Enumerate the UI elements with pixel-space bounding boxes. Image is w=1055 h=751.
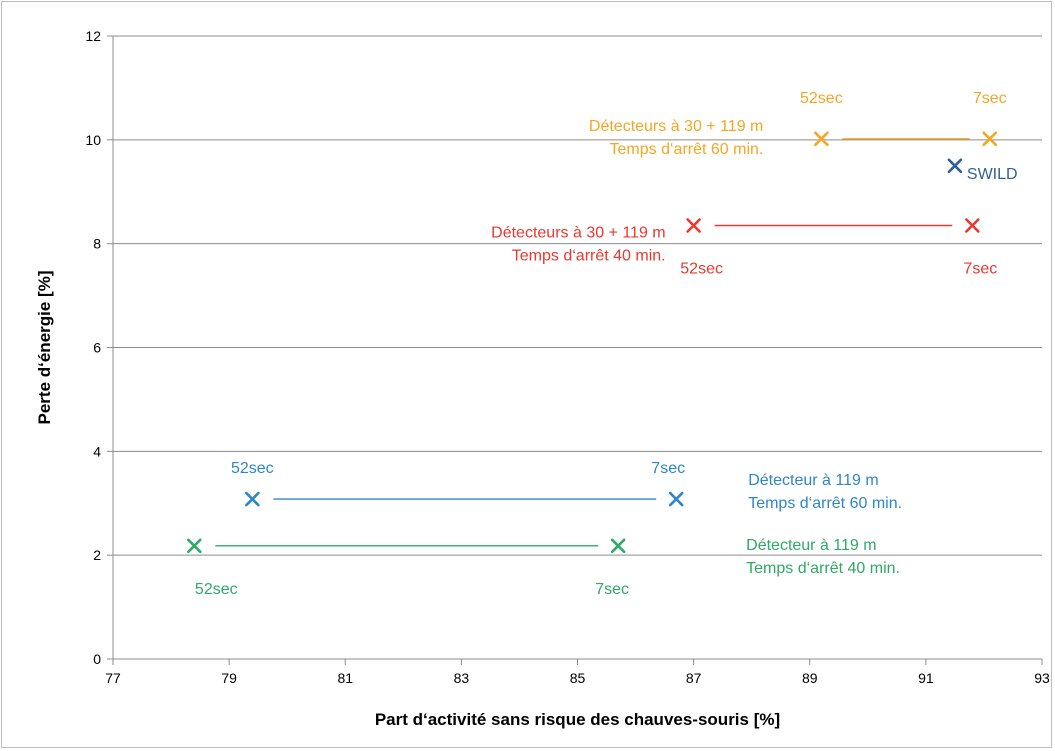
marker-stroke — [814, 131, 829, 147]
x-tick-label: 81 — [337, 670, 353, 686]
x-tick-labels: 77 79 81 83 85 87 89 91 93 — [105, 670, 1050, 686]
data-point-marker — [186, 538, 202, 554]
data-point-marker — [610, 538, 626, 554]
data-label: 7sec — [595, 581, 629, 598]
x-tick-label: 87 — [686, 670, 702, 686]
data-point-marker — [245, 491, 260, 507]
data-point-marker — [814, 131, 829, 147]
data-point-marker — [686, 218, 701, 233]
y-axis-label: Perte d‘énergie [%] — [35, 271, 54, 425]
y-tick-label: 4 — [93, 443, 101, 459]
x-axis-label: Part d‘activité sans risque des chauves-… — [375, 710, 780, 729]
y-tick-label: 0 — [93, 651, 101, 667]
x-tick-label: 89 — [802, 670, 818, 686]
data-point-marker — [947, 158, 963, 174]
data-label: 52sec — [680, 260, 723, 277]
x-tick-label: 85 — [570, 670, 586, 686]
data-label: 7sec — [973, 90, 1007, 107]
marker-stroke — [245, 491, 260, 507]
series-annotation: Détecteurs à 30 + 119 m — [491, 224, 665, 241]
marker-stroke — [186, 538, 202, 554]
y-tick-labels: 0 2 4 6 8 10 12 — [85, 28, 101, 667]
data-point-marker — [965, 218, 980, 233]
series-annotation: Temps d‘arrêt 40 min. — [746, 560, 900, 577]
x-tick-label: 83 — [454, 670, 470, 686]
data-point-marker — [982, 131, 998, 147]
marker-stroke — [965, 218, 980, 233]
y-tick-label: 10 — [85, 132, 101, 148]
x-tick-label: 91 — [918, 670, 934, 686]
grid-lines — [113, 35, 1042, 556]
data-label: 52sec — [800, 90, 843, 107]
series-annotation: Détecteur à 119 m — [748, 472, 878, 489]
x-tick-label: 79 — [221, 670, 237, 686]
series-annotation: Détecteurs à 30 + 119 m — [589, 118, 763, 135]
data-labels: 52sec 7sec Détecteurs à 30 + 119 m Temps d‘… — [195, 90, 1018, 598]
data-label: 7sec — [963, 260, 997, 277]
data-point-marker — [668, 491, 684, 507]
data-label: 52sec — [231, 460, 274, 477]
data-label: 7sec — [651, 460, 685, 477]
series-annotation: Détecteur à 119 m — [746, 537, 876, 554]
axes — [107, 35, 1043, 665]
y-tick-label: 6 — [93, 340, 101, 356]
series-annotation: Temps d‘arrêt 40 min. — [512, 247, 666, 264]
series-annotation: Temps d‘arrêt 60 min. — [748, 495, 902, 512]
data-points — [186, 131, 998, 554]
y-tick-label: 12 — [85, 28, 101, 44]
x-tick-label: 77 — [105, 670, 121, 686]
y-tick-label: 8 — [93, 236, 101, 252]
marker-stroke — [947, 158, 963, 174]
marker-stroke — [686, 218, 701, 233]
data-label: 52sec — [195, 581, 238, 598]
marker-stroke — [668, 491, 684, 507]
marker-stroke — [982, 131, 998, 147]
x-tick-label: 93 — [1034, 670, 1050, 686]
data-label: SWILD — [967, 166, 1018, 183]
series-connectors — [215, 138, 970, 547]
series-annotation: Temps d‘arrêt 60 min. — [610, 141, 764, 158]
y-tick-label: 2 — [93, 547, 101, 563]
marker-stroke — [610, 538, 626, 554]
